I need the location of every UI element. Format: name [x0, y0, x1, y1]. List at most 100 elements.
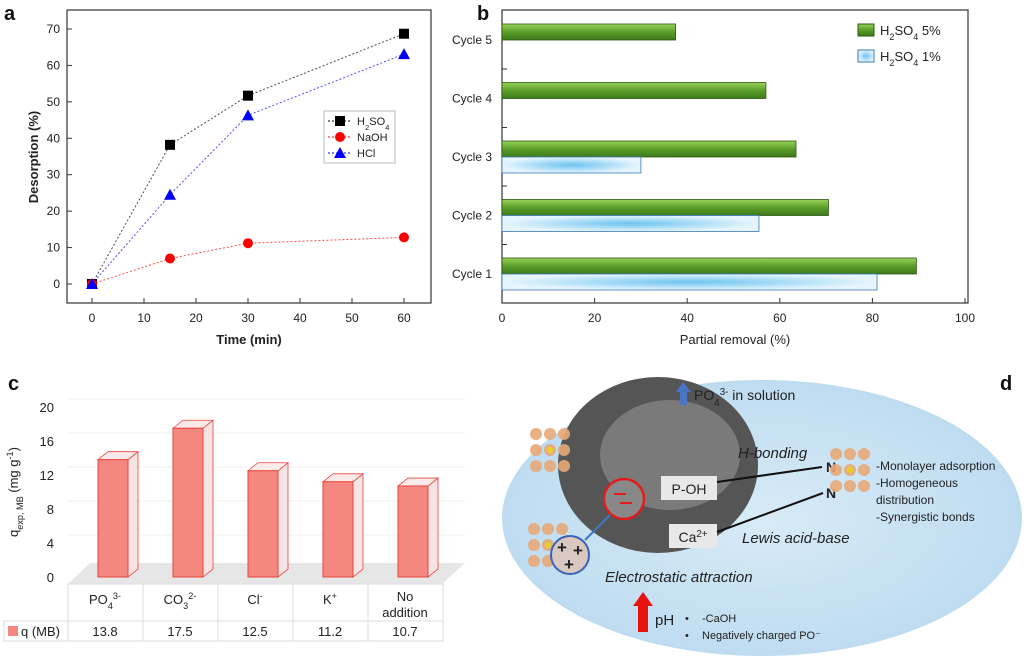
molecule-atom: [528, 523, 540, 535]
data-value-label: 17.5: [167, 624, 192, 639]
panel-label-d: d: [1000, 373, 1012, 395]
molecule-atom: [858, 464, 870, 476]
series-line-NaOH: [91, 236, 405, 285]
y-tick-label: 40: [47, 131, 61, 145]
text-part: 3: [183, 601, 188, 611]
text-part: 2: [365, 123, 369, 132]
x-tick-label: 10: [137, 311, 151, 325]
y-tick-label: 0: [47, 570, 54, 585]
bar-h2so4-5pct: [501, 257, 917, 275]
bar-side: [427, 477, 439, 578]
legend-marker-NaOH: [335, 132, 345, 142]
text-part: +: [332, 591, 337, 601]
text-part: -Homogeneous: [876, 476, 958, 490]
legend-label: NaOH: [357, 132, 388, 144]
bar-side: [352, 472, 364, 578]
text-part: 11.2: [318, 624, 342, 639]
series-line-HCl: [91, 53, 405, 285]
text-part: Cycle 4: [452, 92, 492, 106]
text-part: Cycle 2: [452, 209, 492, 223]
legend-label: q (MB): [21, 624, 60, 639]
text-part: HCl: [357, 148, 375, 160]
text-part: Cl: [247, 592, 259, 607]
x-tick-label: 40: [293, 311, 307, 325]
connector-line: [584, 514, 611, 541]
data-value-label: 12.5: [242, 624, 267, 639]
bullet-text: -CaOH: [702, 613, 736, 625]
text-part: -Monolayer adsorption: [876, 459, 995, 473]
nitrogen-label: N: [826, 485, 836, 501]
text-part: PO: [694, 387, 714, 403]
bar-h2so4-1pct: [501, 273, 878, 291]
series-line-H2SO4: [91, 33, 405, 285]
red-up-arrow-icon: [633, 592, 653, 606]
text-part: P-OH: [672, 481, 707, 497]
x-tick-label: 50: [345, 311, 359, 325]
text-part: (mg g: [6, 460, 21, 497]
text-part: distribution: [876, 493, 934, 507]
data-point-H2SO4: [243, 90, 253, 101]
text-part: 17.5: [167, 624, 192, 639]
data-point-NaOH: [399, 232, 409, 243]
text-part: Cycle 1: [452, 267, 492, 281]
data-point-HCl: [86, 278, 98, 289]
hbond-line: [716, 466, 823, 483]
note-text: -Synergistic bonds: [876, 510, 975, 524]
data-point-NaOH: [243, 238, 253, 249]
x-tick-label: 60: [397, 311, 411, 325]
y-tick-label: 12: [40, 468, 54, 483]
text-part: 100: [955, 311, 975, 325]
legend-swatch: [857, 49, 875, 63]
table-header-cell: [67, 583, 144, 622]
text-part: d: [1000, 373, 1012, 395]
bar-h2so4-1pct: [501, 215, 760, 232]
text-part: Cycle 3: [452, 150, 492, 164]
legend-label: HCl: [357, 148, 375, 160]
text-part: H: [357, 116, 365, 128]
text-part: 4: [913, 32, 918, 42]
plot-frame-a: [66, 9, 432, 304]
text-part: 30: [47, 168, 61, 182]
text-part: c: [8, 373, 19, 395]
plus-icon: +: [557, 538, 567, 557]
molecule-atom: [558, 460, 570, 472]
molecule-atom: [558, 428, 570, 440]
text-part: SO: [369, 116, 385, 128]
diagram-label-top: PO43- in solution: [694, 387, 795, 409]
y-axis-label: Desorption (%): [26, 111, 41, 203]
y-tick-label: 60: [47, 58, 61, 72]
molecule-atom: [858, 448, 870, 460]
text-part: SO: [894, 23, 913, 38]
category-label: Cycle 4: [452, 92, 492, 106]
legend-swatch: [8, 626, 18, 636]
x-tick-label: 0: [89, 311, 96, 325]
panel-label-c: c: [8, 373, 19, 395]
text-part: 70: [47, 22, 61, 36]
text-part: N: [826, 485, 836, 501]
text-part: -1: [5, 451, 15, 459]
text-part: No: [397, 589, 414, 604]
text-part: 20: [47, 204, 61, 218]
poh-label: P-OH: [672, 481, 707, 497]
x-tick-label: 0: [499, 311, 506, 325]
legend-marker-H2SO4: [335, 116, 345, 126]
note-text: distribution: [876, 493, 934, 507]
table-value-cell: [367, 620, 444, 642]
bar-h2so4-5pct: [501, 140, 797, 158]
text-part: b: [477, 3, 489, 25]
text-part: 16: [40, 434, 54, 449]
text-part: 50: [345, 311, 359, 325]
up-arrow-icon: [680, 389, 687, 405]
text-part: Cycle 5: [452, 33, 492, 47]
molecule-atom: [528, 539, 540, 551]
molecule-atom: [530, 444, 542, 456]
text-part: 40: [293, 311, 307, 325]
molecule-atom: [830, 480, 842, 492]
x-tick-label: 20: [189, 311, 203, 325]
text-part: 0: [499, 311, 506, 325]
y-tick-label: 16: [40, 434, 54, 449]
text-part: 10: [47, 241, 61, 255]
y-tick-label: 8: [47, 502, 54, 517]
